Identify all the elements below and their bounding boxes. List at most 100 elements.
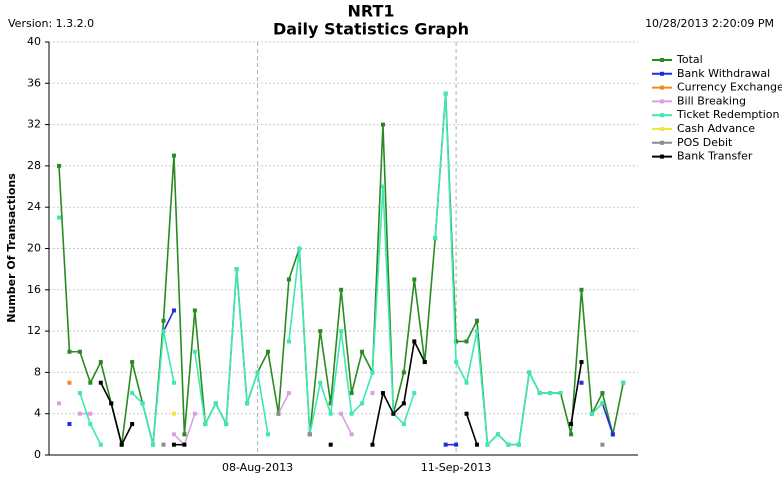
legend-label: Cash Advance	[677, 122, 755, 135]
legend-marker	[660, 99, 664, 104]
point	[527, 370, 532, 375]
point	[579, 360, 584, 365]
point	[422, 360, 427, 365]
point	[349, 411, 354, 416]
point	[182, 432, 187, 437]
point	[192, 349, 197, 354]
point	[349, 432, 354, 437]
point	[485, 442, 490, 447]
point	[516, 442, 521, 447]
x-tick-label: 08-Aug-2013	[222, 461, 293, 474]
point	[569, 422, 574, 427]
point	[328, 411, 333, 416]
x-tick-label: 11-Sep-2013	[421, 461, 492, 474]
point	[318, 329, 323, 334]
legend-label: Ticket Redemption	[676, 108, 780, 121]
point	[57, 215, 61, 220]
legend-marker	[660, 113, 664, 118]
point	[161, 442, 166, 447]
point	[245, 401, 250, 406]
point	[88, 422, 93, 427]
point	[579, 380, 584, 385]
point	[600, 401, 605, 406]
point	[412, 277, 417, 282]
point	[328, 442, 333, 447]
point	[433, 236, 438, 241]
point	[286, 277, 291, 282]
point	[495, 432, 500, 437]
y-tick-label: 24	[27, 200, 41, 213]
point	[454, 360, 459, 365]
point	[380, 122, 385, 127]
point	[443, 91, 448, 96]
point	[192, 411, 197, 416]
point	[401, 422, 406, 427]
point	[161, 318, 166, 323]
point	[464, 339, 469, 344]
point	[98, 442, 103, 447]
y-tick-label: 20	[27, 242, 41, 255]
point	[589, 411, 594, 416]
point	[88, 411, 93, 416]
y-tick-label: 32	[27, 118, 41, 131]
legend-label: Currency Exchange	[677, 81, 782, 94]
point	[360, 401, 365, 406]
point	[318, 380, 323, 385]
point	[140, 401, 145, 406]
point	[600, 442, 605, 447]
point	[537, 391, 542, 396]
legend-label: Bank Transfer	[677, 150, 753, 163]
point	[380, 391, 385, 396]
point	[401, 401, 406, 406]
point	[203, 422, 208, 427]
point	[360, 349, 365, 354]
point	[266, 432, 270, 437]
point	[370, 370, 375, 375]
y-tick-label: 36	[27, 76, 41, 89]
series-line	[100, 338, 583, 447]
point	[130, 422, 135, 427]
point	[349, 391, 354, 396]
point	[548, 391, 553, 396]
point	[558, 391, 563, 396]
legend-marker	[660, 154, 664, 159]
point	[412, 339, 417, 344]
point	[506, 442, 511, 447]
point	[171, 442, 176, 447]
point	[380, 184, 385, 189]
y-tick-label: 8	[34, 365, 41, 378]
point	[475, 442, 479, 447]
y-tick-label: 4	[34, 407, 41, 420]
point	[401, 370, 406, 375]
point	[98, 380, 103, 385]
point	[88, 380, 93, 385]
legend-marker	[660, 58, 664, 62]
point	[464, 380, 469, 385]
point	[475, 318, 479, 323]
y-tick-label: 40	[27, 35, 41, 48]
point	[579, 287, 584, 292]
y-tick-label: 0	[34, 448, 41, 461]
point	[171, 308, 176, 313]
point	[67, 422, 72, 427]
point	[464, 411, 469, 416]
point	[77, 349, 82, 354]
point	[171, 380, 176, 385]
point	[370, 442, 375, 447]
point	[57, 163, 61, 168]
point	[67, 349, 72, 354]
point	[339, 287, 344, 292]
legend-label: POS Debit	[677, 136, 733, 149]
y-tick-label: 28	[27, 159, 41, 172]
point	[339, 411, 344, 416]
point	[307, 432, 312, 437]
point	[171, 432, 176, 437]
point	[266, 349, 270, 354]
point	[224, 422, 229, 427]
point	[171, 153, 176, 158]
legend-label: Total	[676, 53, 703, 66]
point	[610, 432, 615, 437]
point	[286, 391, 291, 396]
chart-title: NRT1	[347, 2, 394, 21]
